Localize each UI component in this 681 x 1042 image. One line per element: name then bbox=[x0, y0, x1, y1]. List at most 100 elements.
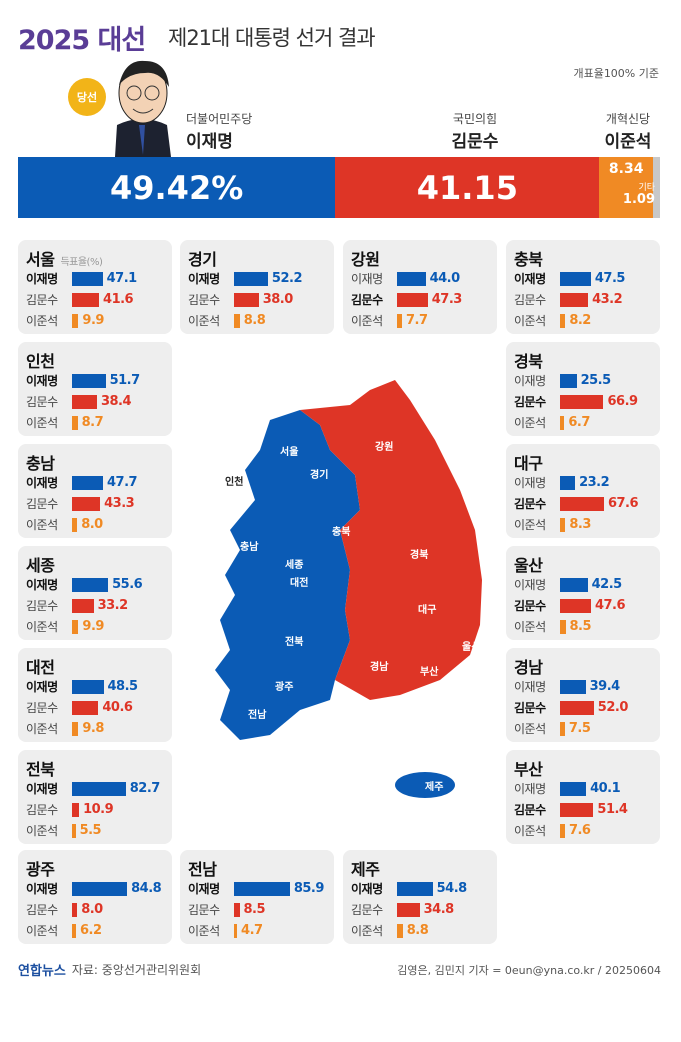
result-row: 김문수 8.5 bbox=[188, 899, 326, 920]
bar bbox=[72, 415, 78, 430]
candidate-name: 이준석 bbox=[604, 132, 652, 152]
value-label: 7.6 bbox=[568, 823, 591, 838]
candidate-lee: 더불어민주당 이재명 bbox=[186, 110, 252, 152]
series-name: 이준석 bbox=[514, 416, 546, 430]
series-name: 이준석 bbox=[26, 518, 58, 532]
value-label: 38.0 bbox=[262, 292, 294, 307]
region-card: 세종 이재명 55.6 김문수 33.2 이준석 9.9 bbox=[18, 546, 172, 640]
value-label: 55.6 bbox=[112, 577, 143, 592]
result-row: 이준석 8.2 bbox=[514, 310, 652, 331]
result-row: 이재명 47.5 bbox=[514, 268, 652, 289]
bar bbox=[234, 271, 268, 286]
result-row: 이준석 9.9 bbox=[26, 310, 164, 331]
region-name: 대구 bbox=[514, 450, 652, 473]
result-row: 김문수 67.6 bbox=[514, 493, 652, 514]
value-label: 9.9 bbox=[82, 619, 104, 634]
result-row: 이재명 42.5 bbox=[514, 574, 652, 595]
result-row: 이준석 8.8 bbox=[351, 920, 489, 941]
result-row: 김문수 38.0 bbox=[188, 289, 326, 310]
value-label: 47.7 bbox=[107, 475, 138, 490]
result-row: 이재명 39.4 bbox=[514, 676, 652, 697]
map-label: 경남 bbox=[370, 660, 389, 673]
value-label: 8.34 bbox=[608, 161, 644, 177]
value-label: 54.8 bbox=[436, 881, 468, 896]
bar bbox=[72, 721, 79, 736]
map-label: 경북 bbox=[410, 548, 428, 561]
series-name: 김문수 bbox=[514, 803, 546, 817]
series-name: 이재명 bbox=[26, 680, 58, 694]
region-name-text: 제주 bbox=[351, 860, 380, 879]
map-label: 대전 bbox=[290, 576, 308, 589]
bar-other bbox=[652, 157, 660, 218]
result-row: 이재명 25.5 bbox=[514, 370, 652, 391]
result-row: 김문수 52.0 bbox=[514, 697, 652, 718]
value-label: 8.2 bbox=[569, 313, 591, 328]
bar bbox=[560, 496, 604, 511]
region-name: 경북 bbox=[514, 348, 652, 371]
bar-kim: 41.15 bbox=[335, 157, 600, 218]
value-label: 7.5 bbox=[568, 721, 591, 736]
footer-source: 연합뉴스 자료: 중앙선거관리위원회 bbox=[18, 960, 201, 979]
bar bbox=[234, 292, 259, 307]
region-card: 전북 이재명 82.7 김문수 10.9 이준석 5.5 bbox=[18, 750, 172, 844]
footer-credit: 김영은, 김민지 기자 = 0eun@yna.co.kr / 20250604 bbox=[397, 964, 661, 977]
winner-caricature bbox=[115, 60, 171, 157]
result-row: 김문수 47.6 bbox=[514, 595, 652, 616]
series-name: 이재명 bbox=[514, 476, 546, 490]
bar bbox=[560, 313, 566, 328]
result-row: 이재명 52.2 bbox=[188, 268, 326, 289]
value-label: 51.4 bbox=[597, 802, 628, 817]
series-name: 이준석 bbox=[26, 620, 58, 634]
value-label: 44.0 bbox=[429, 271, 461, 286]
region-name-text: 세종 bbox=[26, 556, 55, 575]
result-row: 이준석 7.6 bbox=[514, 820, 652, 841]
value-label: 47.5 bbox=[594, 271, 626, 286]
region-name-text: 강원 bbox=[351, 250, 380, 269]
region-name: 강원 bbox=[351, 246, 489, 269]
series-name: 이준석 bbox=[514, 722, 546, 736]
region-name: 충남 bbox=[26, 450, 164, 473]
series-name: 이재명 bbox=[26, 476, 58, 490]
result-row: 이재명 23.2 bbox=[514, 472, 652, 493]
region-card: 충북 이재명 47.5 김문수 43.2 이준석 8.2 bbox=[506, 240, 660, 334]
value-label: 8.3 bbox=[569, 517, 591, 532]
value-label: 4.7 bbox=[241, 923, 263, 938]
series-name: 김문수 bbox=[26, 293, 58, 307]
bar bbox=[72, 781, 126, 796]
map-label: 제주 bbox=[425, 780, 443, 793]
bar bbox=[72, 802, 80, 817]
result-row: 이준석 8.3 bbox=[514, 514, 652, 535]
value-label: 8.0 bbox=[81, 517, 103, 532]
national-result-bar: 49.42% 41.15 8.34 bbox=[18, 157, 660, 218]
bar bbox=[72, 517, 78, 532]
region-name-text: 충남 bbox=[26, 454, 55, 473]
bar bbox=[560, 373, 577, 388]
bar bbox=[72, 475, 103, 490]
value-label: 51.7 bbox=[109, 373, 141, 388]
series-name: 김문수 bbox=[351, 293, 383, 307]
series-name: 김문수 bbox=[26, 803, 58, 817]
bar bbox=[397, 923, 403, 938]
series-name: 김문수 bbox=[26, 701, 58, 715]
result-row: 이준석 6.7 bbox=[514, 412, 652, 433]
value-label: 85.9 bbox=[293, 881, 325, 896]
candidate-lee-js: 개혁신당 이준석 bbox=[598, 110, 658, 152]
series-name: 이준석 bbox=[26, 824, 58, 838]
value-label: 82.7 bbox=[129, 781, 161, 796]
result-row: 김문수 38.4 bbox=[26, 391, 164, 412]
bar bbox=[560, 415, 565, 430]
series-name: 이준석 bbox=[26, 722, 58, 736]
bar bbox=[234, 881, 290, 896]
value-label: 38.4 bbox=[100, 394, 132, 409]
region-card: 경남 이재명 39.4 김문수 52.0 이준석 7.5 bbox=[506, 648, 660, 742]
value-label: 40.6 bbox=[102, 700, 133, 715]
bar bbox=[72, 394, 97, 409]
region-card: 광주 이재명 84.8 김문수 8.0 이준석 6.2 bbox=[18, 850, 172, 944]
series-name: 이준석 bbox=[351, 924, 383, 938]
count-basis-note: 개표율100% 기준 bbox=[573, 67, 659, 80]
series-name: 이재명 bbox=[188, 272, 220, 286]
value-label: 33.2 bbox=[97, 598, 129, 613]
series-name: 이재명 bbox=[351, 882, 383, 896]
series-name: 김문수 bbox=[514, 395, 546, 409]
bar bbox=[560, 475, 576, 490]
